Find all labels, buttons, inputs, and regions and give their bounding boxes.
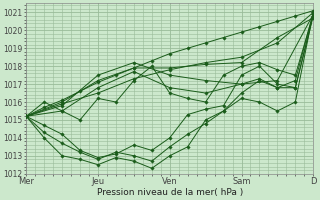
- X-axis label: Pression niveau de la mer( hPa ): Pression niveau de la mer( hPa ): [97, 188, 243, 197]
